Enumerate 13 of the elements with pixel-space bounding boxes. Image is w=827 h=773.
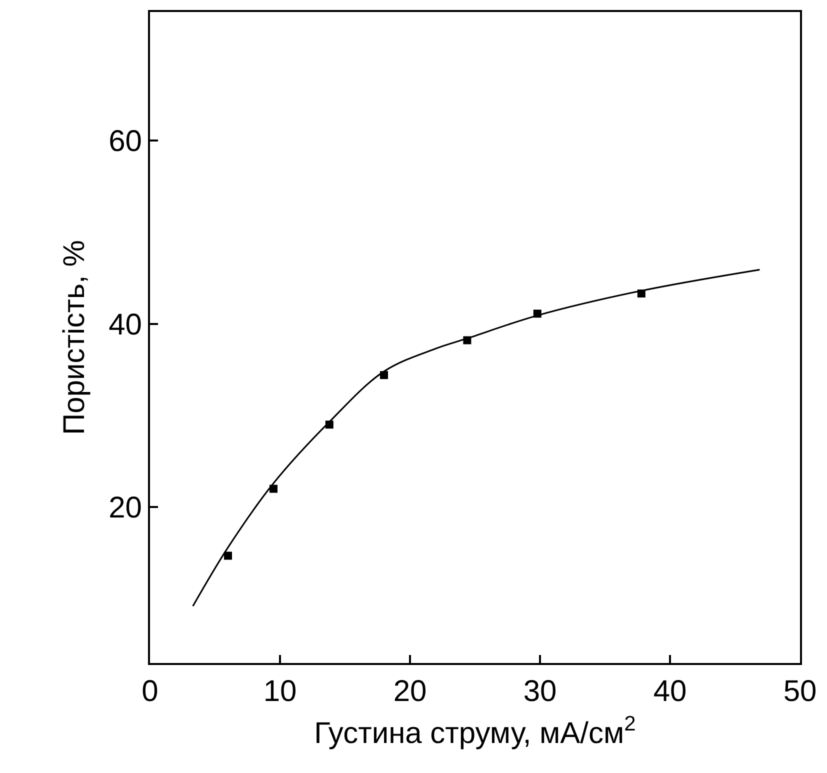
x-tick-label: 20: [393, 675, 427, 708]
x-axis-title: Густина струму, мА/см$^{2}$: [314, 712, 636, 750]
x-tick-label: 30: [523, 675, 557, 708]
x-tick-label: 0: [142, 675, 158, 708]
x-tick-label: 50: [783, 675, 817, 708]
line-series: [192, 268, 760, 607]
y-tick-label: 60: [108, 124, 142, 158]
point: [224, 552, 232, 560]
y-axis-title: Пористість, %: [58, 240, 92, 435]
y-tick-label: 20: [108, 492, 142, 525]
x-tick-label: 40: [653, 675, 687, 708]
x-tick-label: 10: [263, 675, 297, 708]
y-tick-label: 40: [108, 308, 142, 342]
